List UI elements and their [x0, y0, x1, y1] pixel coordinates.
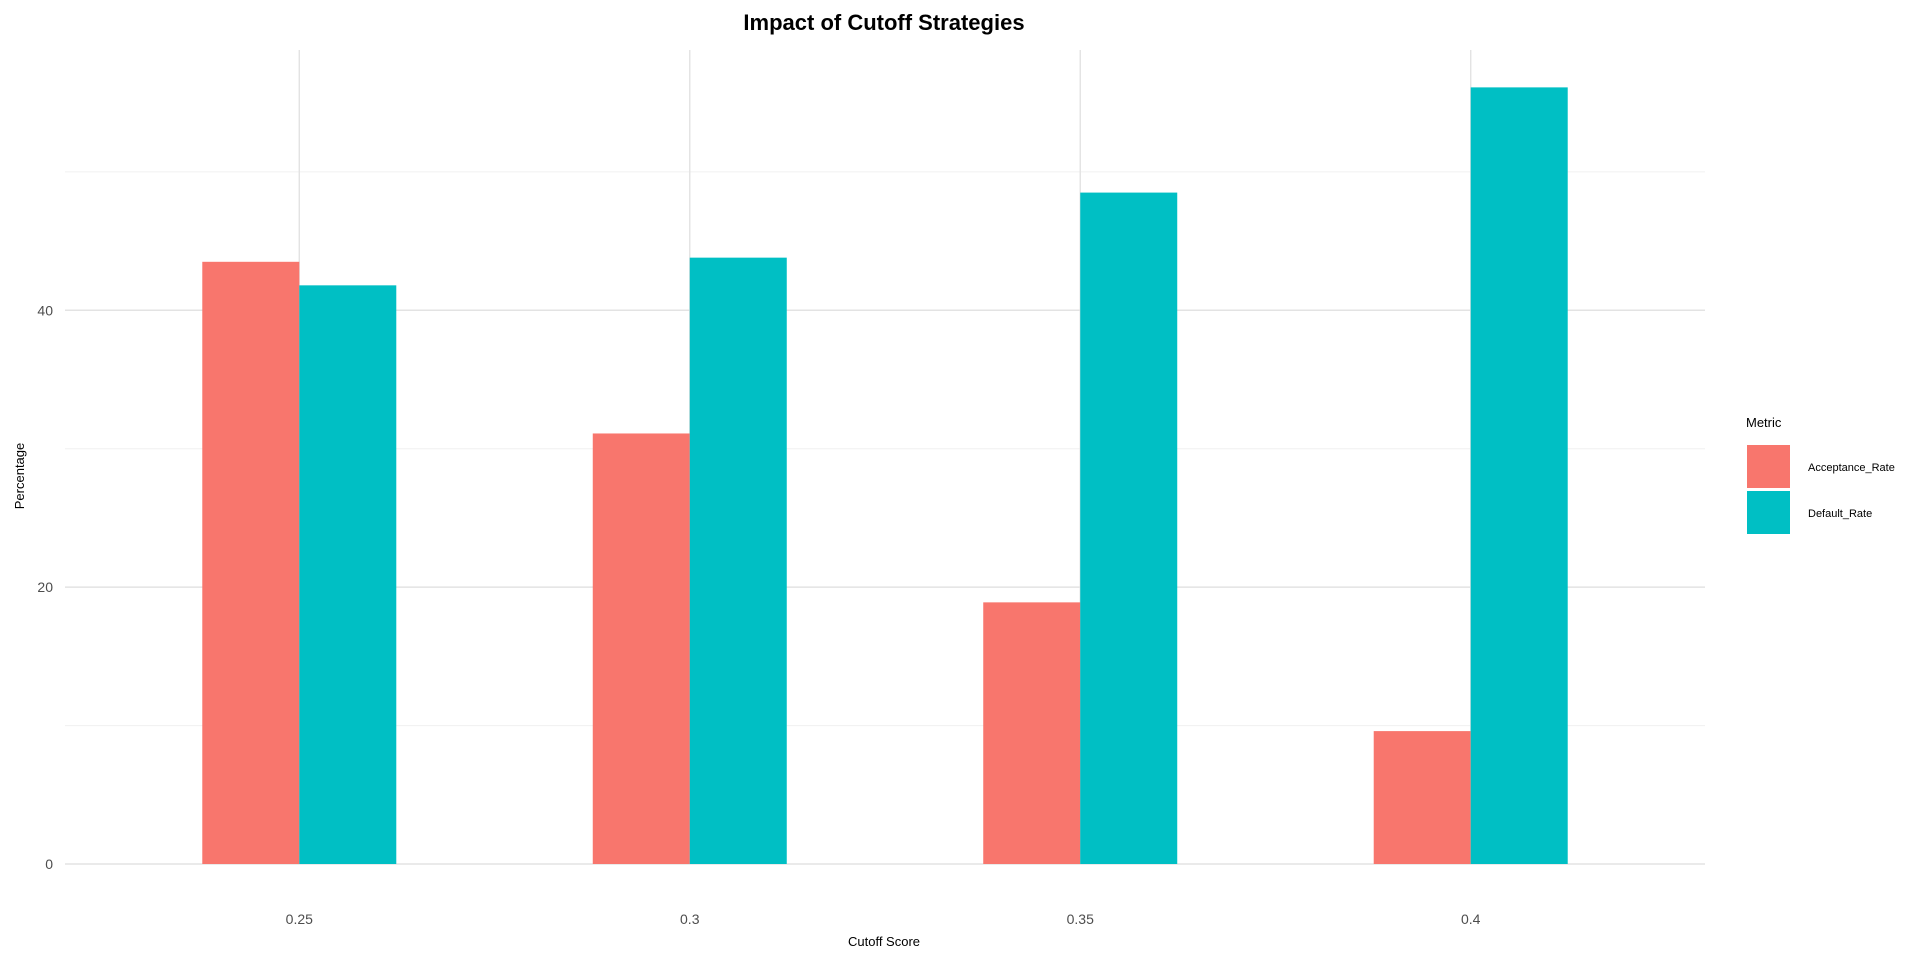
x-tick-label: 0.3: [680, 911, 700, 927]
bar-acceptance-rate: [983, 602, 1081, 864]
y-tick-label: 0: [45, 856, 53, 872]
bar-default-rate: [299, 285, 397, 864]
legend-label: Acceptance_Rate: [1808, 462, 1895, 474]
legend-key: [1747, 491, 1790, 534]
x-tick-label: 0.25: [286, 911, 313, 927]
bars: [202, 87, 1568, 864]
bar-default-rate: [1080, 192, 1178, 864]
y-axis-ticks: 0 20 40: [37, 302, 53, 872]
x-axis-ticks: 0.25 0.3 0.35 0.4: [286, 911, 1481, 927]
bar-acceptance-rate: [1373, 731, 1471, 864]
x-tick-label: 0.35: [1067, 911, 1094, 927]
legend-key: [1747, 445, 1790, 488]
chart-title: Impact of Cutoff Strategies: [743, 10, 1024, 35]
y-axis-title: Percentage: [12, 443, 27, 510]
bar-default-rate: [689, 257, 787, 864]
legend: Metric Acceptance_Rate Default_Rate: [1746, 415, 1895, 534]
legend-title: Metric: [1746, 415, 1782, 430]
bar-acceptance-rate: [592, 433, 690, 864]
y-tick-label: 20: [37, 579, 53, 595]
x-tick-label: 0.4: [1461, 911, 1481, 927]
bar-acceptance-rate: [202, 261, 300, 864]
legend-label: Default_Rate: [1808, 508, 1872, 520]
bar-default-rate: [1470, 87, 1568, 864]
x-axis-title: Cutoff Score: [848, 934, 920, 949]
y-tick-label: 40: [37, 302, 53, 318]
